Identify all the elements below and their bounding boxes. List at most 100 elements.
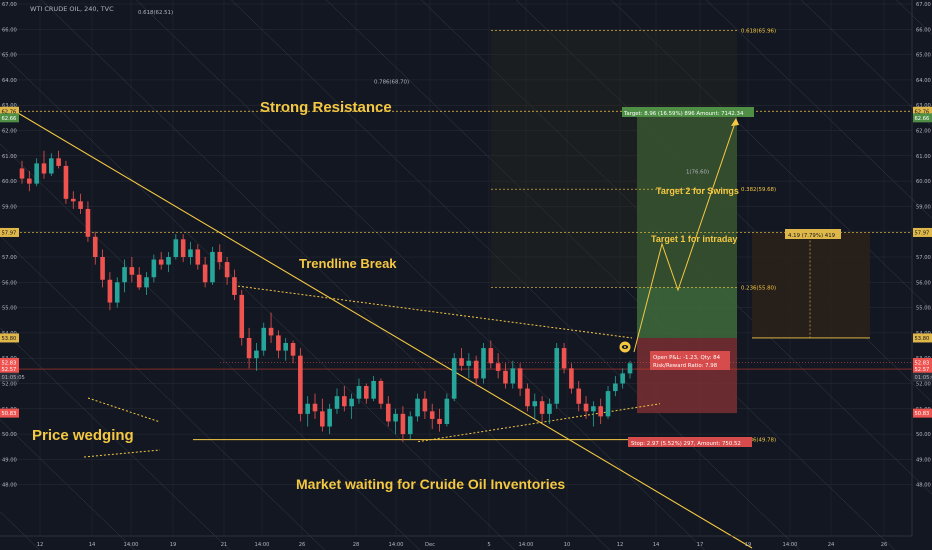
y-tick-left: 63.00 [2,103,17,109]
price-tag-text: 01:05:05 [2,375,25,381]
price-tag-text: 52.57 [2,367,17,373]
y-tick-left: 61.00 [2,154,17,160]
candle-body [627,363,633,374]
price-tag-left [0,364,19,374]
candles [19,150,633,442]
candle-body [510,368,516,384]
x-tick-label: 21 [221,542,228,548]
candle-body [246,337,252,359]
candle-body [166,257,171,265]
candle-body [232,277,237,295]
stop-label-box[interactable] [628,437,752,447]
price-tag-right [913,358,932,368]
wedge-lower[interactable] [417,403,661,443]
y-tick-left: 48.00 [2,483,17,489]
position-zones [491,30,870,414]
y-tick-right: 56.00 [916,280,931,286]
y-tick-right: 67.00 [916,2,931,8]
diagonal-line [0,143,421,550]
candle-body [217,251,223,263]
candle-body [378,380,384,404]
candle-body [34,163,39,184]
candle-body [27,178,32,184]
eye-icon[interactable] [619,341,631,353]
candle-body [100,257,105,280]
price-axis: 67.00 67.00 66.00 66.00 65.00 65.00 64.00 64.00… [0,0,932,536]
candle-body [41,163,47,174]
diagonal-line [0,51,516,550]
y-tick-left: 59.00 [2,204,17,210]
x-tick-label: 10 [564,542,571,548]
entry-label-rr: Risk/Reward Ratio: 7.98 [653,363,718,369]
candle-body [334,396,340,409]
price-tag-text: 62.76 [2,109,17,115]
candle-body [158,259,164,265]
x-tick-label: Dec [425,542,435,548]
projection-path[interactable] [633,119,737,353]
x-tick-label: 28 [353,542,360,548]
candle-body [283,343,289,351]
candle-body [92,236,98,257]
y-tick-left: 52.00 [2,382,17,388]
target-label-box[interactable] [622,107,754,117]
candle-body [85,208,91,237]
time-axis: 12 14 14:00 19 21 14:00 26 28 14:00 Dec 5 14:00 10 12… [0,535,912,548]
candle-body [195,249,201,265]
entry-label-pnl: Open P&L: -1.23, Qty: 84 [653,355,721,361]
candle-body [561,348,567,369]
fib-level-label: 0.382(59.68) [741,187,776,193]
fib-level-label: 0.618(65.96) [741,28,776,34]
y-tick-right: 59.00 [916,204,931,210]
candle-body [210,251,215,283]
entry-label-box[interactable] [650,351,730,370]
x-tick-label: 14:00 [255,542,270,548]
descending-trendline[interactable] [14,110,753,549]
y-tick-right: 63.00 [916,103,931,109]
wedge-note-upper [87,397,161,423]
price-tag-left [0,408,19,418]
diagonal-line [0,327,231,550]
y-tick-right: 49.00 [916,457,931,463]
y-tick-right: 64.00 [916,78,931,84]
candle-body [532,401,538,407]
candle-body [363,386,369,399]
price-tag-right [913,364,932,374]
candle-body [613,383,618,392]
x-tick-label: 12 [37,542,44,548]
x-tick-label: 24 [828,542,835,548]
measure-label-box[interactable] [785,229,841,239]
price-tag-left [0,106,19,116]
x-tick-label: 14:00 [124,542,139,548]
projection-arrow-head [731,118,739,126]
x-tick-label: 12 [617,542,624,548]
chart-title: WTI CRUDE OIL, 240, TVC [30,5,114,13]
measure-zone[interactable] [752,232,870,338]
candle-body [349,398,354,407]
x-tick-label: 17 [697,542,704,548]
y-tick-left: 64.00 [2,78,17,84]
price-tag-right [913,408,932,418]
loss-zone[interactable] [637,337,737,414]
annotations: 0.618(65.96) 0.382(59.68) 0.236(55.80) 0.78… [138,10,776,444]
price-tag-left [0,227,19,237]
y-tick-left: 56.00 [2,280,17,286]
y-tick-left: 67.00 [2,2,17,8]
profit-zone[interactable] [637,111,737,338]
diagonal-line [610,0,932,311]
fib-floating-label: 1(76.60) [686,170,709,176]
y-tick-right: 61.00 [916,154,931,160]
candle-body [122,267,127,283]
candle-body [114,282,120,303]
y-tick-right: 55.00 [916,306,931,312]
candle-body [473,360,479,379]
candle-body [151,259,157,278]
diagonal-line [0,235,326,550]
candle-body [254,350,259,359]
y-tick-left: 60.00 [2,179,17,185]
candle-body [385,403,391,422]
price-tag-left [0,358,19,368]
price-tag-text: 57.97 [915,230,930,236]
price-tag-text: 52.83 [2,361,17,367]
fib-floating-label: 0.618(62.51) [138,10,173,16]
